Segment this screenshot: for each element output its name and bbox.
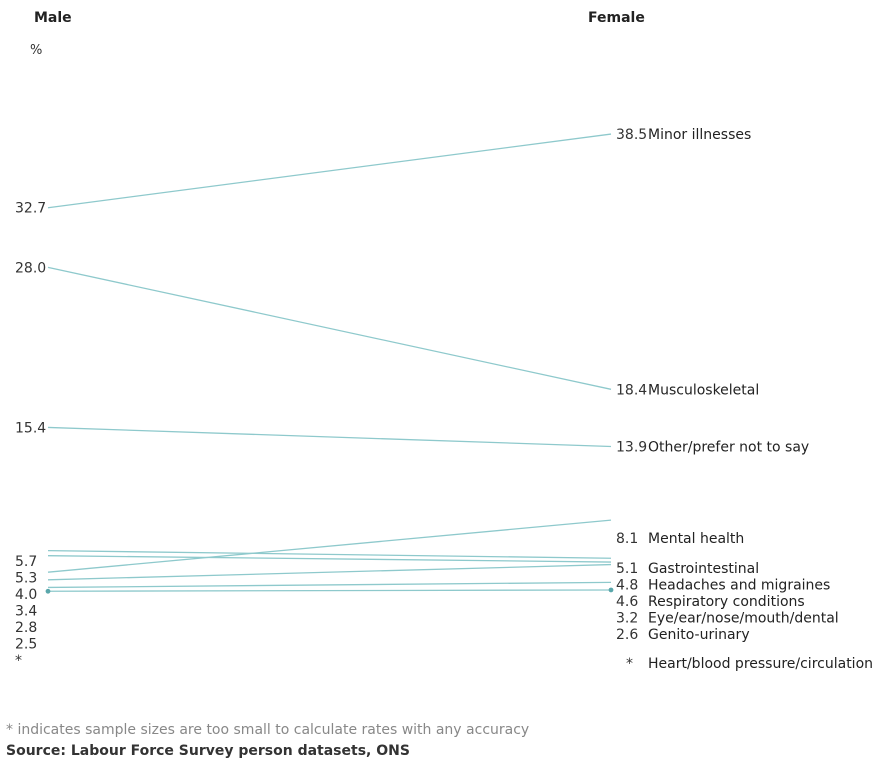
female-value-minor-illnesses: 38.5 [616, 127, 647, 143]
slope-lines [45, 133, 614, 594]
female-value-gastrointestinal: 5.1 [616, 561, 638, 577]
female-value-headaches-and-migraines: 4.8 [616, 578, 638, 594]
slope-line-headaches-and-migraines [47, 555, 612, 563]
female-value-eye-ear-nose-mouth-dental: 3.2 [616, 611, 638, 627]
male-value-other-prefer-not-to-say: 15.4 [15, 420, 46, 436]
male-value-minor-illnesses: 32.7 [15, 201, 46, 217]
female-value-other-prefer-not-to-say: 13.9 [616, 439, 647, 455]
category-label-other-prefer-not-to-say: Other/prefer not to say [648, 439, 809, 455]
category-label-heart-blood-pressure-circulation: Heart/blood pressure/circulation [648, 656, 873, 672]
value-labels: 32.728.015.45.75.34.03.42.82.5*38.5 Minor… [15, 127, 873, 672]
male-value-musculoskeletal: 28.0 [15, 260, 46, 276]
slope-line-genito-urinary [47, 589, 612, 592]
footnote: * indicates sample sizes are too small t… [6, 722, 530, 738]
slope-chart: Male Female % 32.728.015.45.75.34.03.42.… [15, 10, 873, 672]
slope-line-musculoskeletal [47, 266, 612, 390]
source-note: Source: Labour Force Survey person datas… [6, 743, 410, 759]
female-value-heart-blood-pressure-circulation: * [626, 656, 633, 672]
male-value-mental-health: 4.0 [15, 587, 37, 603]
male-value-eye-ear-nose-mouth-dental: 2.8 [15, 620, 37, 636]
female-value-genito-urinary: 2.6 [616, 627, 638, 643]
category-label-headaches-and-migraines: Headaches and migraines [648, 578, 830, 594]
female-value-mental-health: 8.1 [616, 531, 638, 547]
unit-label: % [30, 43, 42, 58]
slope-line-gastrointestinal [47, 549, 612, 559]
category-label-eye-ear-nose-mouth-dental: Eye/ear/nose/mouth/dental [648, 611, 839, 627]
male-value-gastrointestinal: 5.7 [15, 554, 37, 570]
category-label-genito-urinary: Genito-urinary [648, 627, 750, 643]
category-label-musculoskeletal: Musculoskeletal [648, 382, 759, 398]
category-label-minor-illnesses: Minor illnesses [648, 127, 751, 143]
slope-line-other-prefer-not-to-say [47, 426, 612, 448]
male-header: Male [34, 10, 72, 26]
slope-line-mental-health [47, 519, 612, 573]
slope-line-eye-ear-nose-mouth-dental [47, 581, 612, 589]
female-value-musculoskeletal: 18.4 [616, 382, 647, 398]
male-value-genito-urinary: 2.5 [15, 637, 37, 653]
male-value-respiratory-conditions: 3.4 [15, 604, 37, 620]
male-point-genito-urinary [45, 588, 51, 594]
category-label-gastrointestinal: Gastrointestinal [648, 561, 759, 577]
slope-line-minor-illnesses [47, 133, 612, 209]
male-value-heart-blood-pressure-circulation: * [15, 653, 22, 669]
female-value-respiratory-conditions: 4.6 [616, 594, 638, 610]
slope-line-respiratory-conditions [47, 563, 612, 581]
category-label-mental-health: Mental health [648, 531, 744, 547]
male-value-headaches-and-migraines: 5.3 [15, 571, 37, 587]
female-point-genito-urinary [608, 587, 614, 593]
category-label-respiratory-conditions: Respiratory conditions [648, 594, 805, 610]
female-header: Female [588, 10, 645, 26]
